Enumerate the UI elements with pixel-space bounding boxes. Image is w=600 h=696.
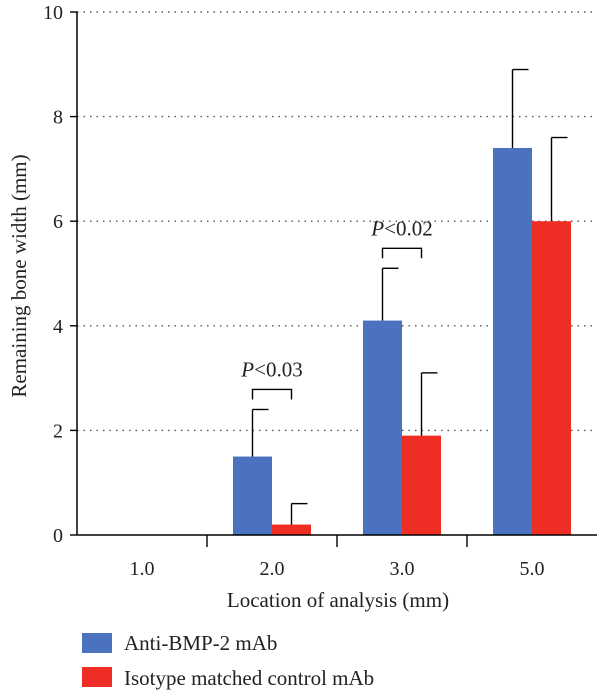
x-tick-label-3.0: 3.0 (390, 558, 415, 580)
y-tick-label-8: 8 (53, 107, 63, 129)
y-tick-label-2: 2 (53, 420, 63, 442)
p-value: <0.02 (384, 216, 433, 240)
bar-anti-bmp2-2.0 (233, 456, 272, 535)
y-tick-label-10: 10 (43, 2, 63, 24)
legend: Anti-BMP-2 mAb Isotype matched control m… (82, 631, 374, 690)
error-bar-anti-bmp2-3.0 (381, 267, 399, 321)
legend-label-isotype: Isotype matched control mAb (124, 666, 374, 690)
y-tick-labels: 0 2 4 6 8 10 (43, 2, 63, 547)
x-tick-labels: 1.0 2.0 3.0 5.0 (130, 558, 545, 580)
significance-2.0: P<0.03 (240, 357, 303, 400)
legend-label-anti-bmp2: Anti-BMP-2 mAb (124, 631, 277, 655)
x-tick-label-5.0: 5.0 (520, 558, 545, 580)
error-bars (251, 68, 568, 525)
error-bar-isotype-2.0 (290, 502, 308, 525)
p-symbol: P (370, 216, 384, 240)
significance-label: P<0.02 (370, 216, 432, 240)
y-tick-label-0: 0 (53, 525, 63, 547)
bar-anti-bmp2-5.0 (493, 147, 532, 536)
legend-swatch-isotype (82, 667, 112, 687)
x-tick-label-2.0: 2.0 (260, 558, 285, 580)
error-bar-anti-bmp2-2.0 (251, 408, 269, 457)
y-tick-label-6: 6 (53, 211, 63, 233)
error-bar-isotype-3.0 (420, 372, 438, 436)
significance-annotations: P<0.03P<0.02 (240, 216, 433, 400)
significance-bracket (251, 388, 293, 400)
bar-isotype-2.0 (272, 524, 311, 535)
gridlines (77, 11, 597, 432)
y-axis-title: Remaining bone width (mm) (7, 154, 31, 397)
bar-isotype-3.0 (402, 435, 441, 535)
error-bar-anti-bmp2-5.0 (511, 68, 529, 148)
significance-bracket (381, 247, 423, 259)
bar-isotype-5.0 (532, 221, 571, 535)
bars (233, 147, 571, 536)
bar-anti-bmp2-3.0 (363, 320, 402, 535)
x-axis-title: Location of analysis (mm) (227, 588, 449, 612)
p-value: <0.03 (254, 357, 303, 381)
p-symbol: P (240, 357, 254, 381)
axes (70, 11, 597, 547)
y-tick-label-4: 4 (53, 316, 63, 338)
significance-label: P<0.03 (240, 357, 302, 381)
error-bar-isotype-5.0 (550, 136, 568, 222)
legend-swatch-anti-bmp2 (82, 633, 112, 653)
significance-3.0: P<0.02 (370, 216, 433, 259)
x-tick-label-1.0: 1.0 (130, 558, 155, 580)
